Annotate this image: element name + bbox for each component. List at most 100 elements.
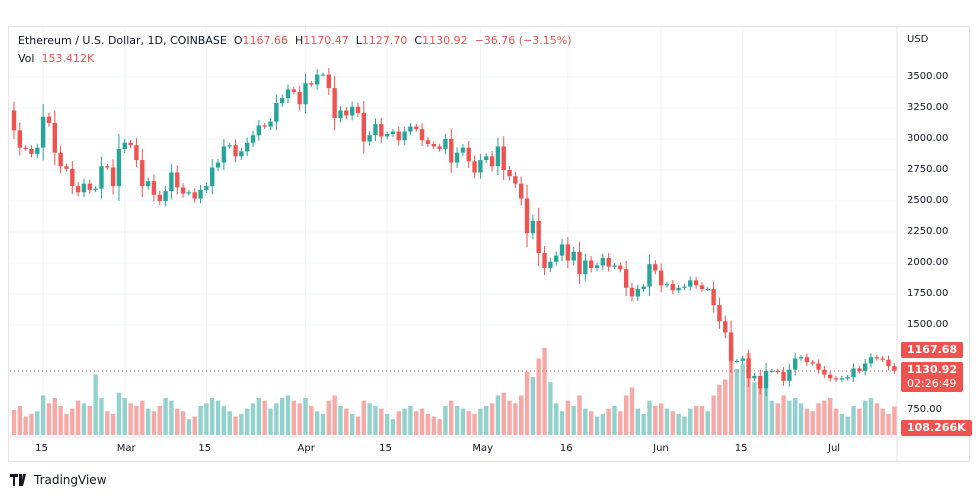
candle-body <box>740 358 745 361</box>
volume-bar <box>775 403 780 435</box>
price-tick: 3000.00 <box>907 133 949 144</box>
candle-body <box>862 363 868 371</box>
currency-label: USD <box>907 34 929 45</box>
candle-body <box>215 162 221 168</box>
volume-bar <box>472 413 477 435</box>
volume-bar <box>192 416 197 435</box>
volume-bar <box>682 416 687 435</box>
volume-bar <box>583 408 588 435</box>
volume-bar <box>169 400 174 435</box>
volume-bar <box>180 411 186 435</box>
candle-body <box>851 368 856 378</box>
symbol-title[interactable]: Ethereum / U.S. Dollar, 1D, COINBASE <box>18 34 227 47</box>
volume-bar <box>565 400 571 435</box>
volume-bar <box>81 403 87 435</box>
candle-body <box>443 139 448 149</box>
volume-bar <box>93 374 98 435</box>
time-tick: May <box>472 443 494 454</box>
volume-bar <box>845 416 850 435</box>
candle-body <box>414 126 419 130</box>
candle-body <box>379 124 384 137</box>
change-value: −36.76 (−3.15%) <box>474 34 572 47</box>
candle-body <box>653 264 658 271</box>
volume-bar <box>658 403 664 435</box>
candle-body <box>23 147 28 149</box>
volume-bar <box>542 347 547 435</box>
candle-body <box>647 264 652 287</box>
candle-body <box>880 358 885 360</box>
volume-bar <box>711 395 716 435</box>
volume-bar <box>460 408 466 435</box>
volume-bar <box>140 400 145 435</box>
volume-bar <box>489 403 495 435</box>
candle-body <box>314 74 320 85</box>
candle-body <box>839 378 845 380</box>
time-tick: 15 <box>198 443 212 454</box>
volume-bar <box>670 411 675 435</box>
candle-body <box>35 147 40 154</box>
volume-bar <box>874 403 880 435</box>
volume-bar <box>594 416 600 435</box>
volume-bar <box>128 403 133 435</box>
candle-body <box>583 260 588 275</box>
candle-body <box>87 183 92 190</box>
volume-bar <box>151 411 157 435</box>
candle-body <box>122 142 127 149</box>
volume-bar <box>804 408 810 435</box>
candle-body <box>548 261 553 268</box>
candle-body <box>606 258 611 267</box>
volume-bar <box>175 408 180 435</box>
volume-bar <box>29 413 34 435</box>
volume-bar <box>215 400 221 435</box>
volume-bar <box>717 384 722 435</box>
candle-body <box>717 305 722 322</box>
candle-body <box>349 106 355 116</box>
volume-bar <box>676 413 681 435</box>
volume-bar <box>309 405 314 435</box>
ohlc-legend: Ethereum / U.S. Dollar, 1D, COINBASE O11… <box>18 34 572 48</box>
candle-body <box>530 220 536 234</box>
volume-bar <box>524 371 530 435</box>
candle-body <box>594 265 600 268</box>
volume-bar <box>699 405 705 435</box>
volume-bar <box>892 406 897 435</box>
volume-bar <box>536 358 541 435</box>
candle-body <box>128 142 133 146</box>
volume-bar <box>116 392 122 435</box>
candle-body <box>600 258 606 266</box>
candle-body <box>11 110 17 131</box>
candlestick-chart[interactable] <box>0 0 979 470</box>
candle-body <box>676 287 681 291</box>
volume-bar <box>23 416 28 435</box>
candle-body <box>868 357 874 364</box>
volume-bar <box>110 413 116 435</box>
tradingview-logo[interactable]: TradingView <box>10 473 107 487</box>
last-price: 1130.92 <box>907 363 958 376</box>
volume-bar <box>326 400 332 435</box>
candle-body <box>262 125 267 127</box>
volume-bar <box>262 400 267 435</box>
candle-body <box>565 244 571 261</box>
volume-bar <box>577 395 582 435</box>
candle-body <box>711 289 716 306</box>
volume-bar <box>693 405 699 435</box>
price-tick: 2750.00 <box>907 164 949 175</box>
candle-body <box>332 88 337 118</box>
candle-body <box>472 161 477 173</box>
candle-body <box>198 189 203 199</box>
volume-bar <box>297 403 302 435</box>
price-tick: 3250.00 <box>907 102 949 113</box>
volume-bar <box>408 405 413 435</box>
volume-bar <box>379 408 384 435</box>
candle-body <box>233 145 238 157</box>
candle-body <box>431 143 436 147</box>
candle-body <box>682 286 687 288</box>
volume-bar <box>52 398 58 435</box>
volume-bar <box>664 408 670 435</box>
candle-body <box>390 131 396 135</box>
candle-body <box>507 170 512 177</box>
price-tick: 1500.00 <box>907 319 949 330</box>
candle-body <box>524 198 530 234</box>
volume-bar <box>641 413 646 435</box>
candle-body <box>536 220 541 254</box>
